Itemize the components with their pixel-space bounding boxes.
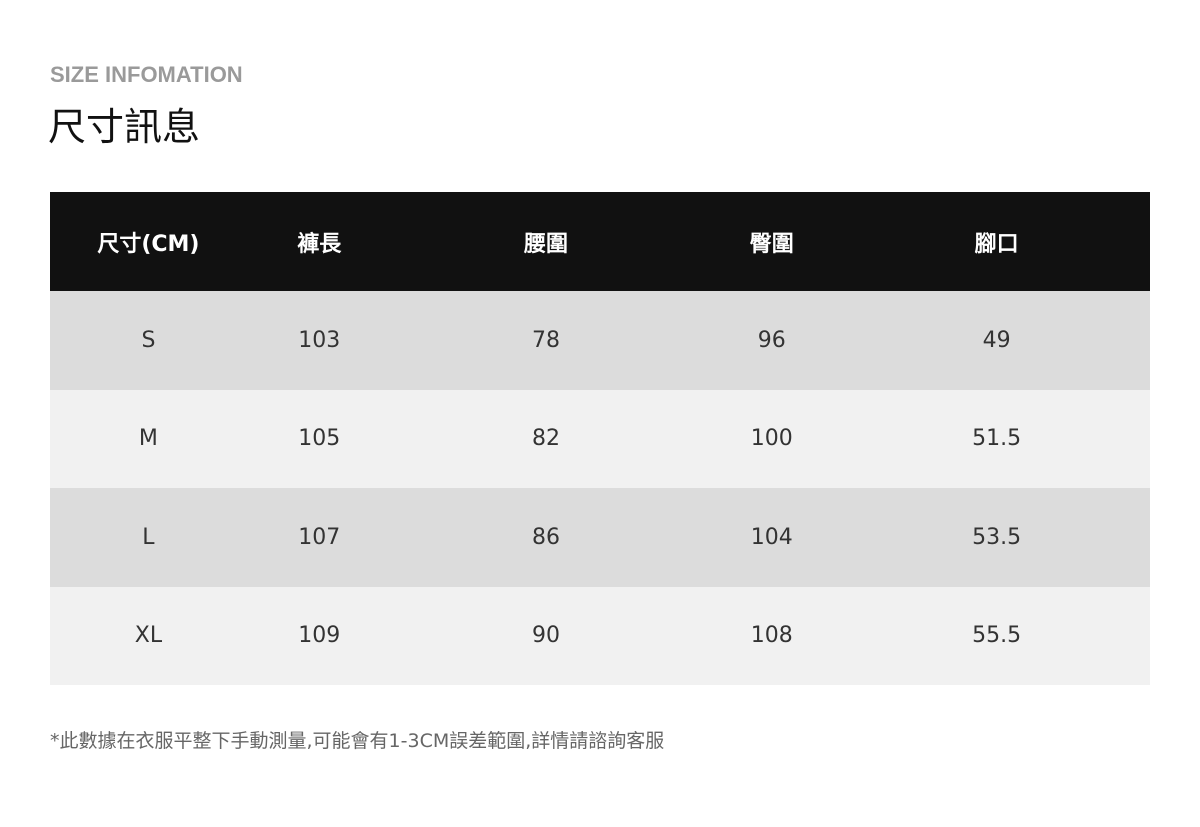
header-hem: 腳口 — [974, 231, 1019, 257]
table-row: XL 109 90 108 55.5 — [50, 586, 1150, 685]
cell-waist: 90 — [531, 623, 560, 649]
cell-hem: 53.5 — [972, 524, 1022, 550]
header-length: 褲長 — [297, 231, 342, 257]
cell-waist: 78 — [531, 327, 560, 353]
cell-size: S — [141, 327, 156, 353]
cell-waist: 82 — [531, 426, 560, 452]
cell-hip: 96 — [757, 327, 786, 353]
header-waist: 腰圍 — [523, 231, 568, 257]
cell-hem: 55.5 — [972, 623, 1022, 649]
cell-size: L — [142, 524, 155, 550]
section-subtitle: SIZE INFOMATION — [50, 62, 243, 87]
header-hip: 臀圍 — [749, 231, 794, 257]
cell-waist: 86 — [531, 524, 560, 550]
cell-size: XL — [134, 623, 163, 649]
cell-length: 105 — [298, 426, 341, 452]
size-table: 尺寸(CM) 褲長 腰圍 臀圍 腳口 S 103 78 96 49 M 105 … — [50, 192, 1150, 685]
cell-length: 109 — [298, 623, 341, 649]
table-row: L 107 86 104 53.5 — [50, 488, 1150, 587]
table-header-row: 尺寸(CM) 褲長 腰圍 臀圍 腳口 — [50, 192, 1150, 291]
measurement-note: *此數據在衣服平整下手動測量,可能會有1-3CM誤差範圍,詳情請諮詢客服 — [50, 730, 665, 752]
cell-length: 103 — [298, 327, 341, 353]
cell-hip: 104 — [750, 524, 793, 550]
cell-hip: 100 — [750, 426, 793, 452]
cell-hip: 108 — [750, 623, 793, 649]
cell-length: 107 — [298, 524, 341, 550]
table-row: M 105 82 100 51.5 — [50, 389, 1150, 488]
cell-hem: 51.5 — [972, 426, 1022, 452]
table-row: S 103 78 96 49 — [50, 291, 1150, 390]
section-title: 尺寸訊息 — [48, 105, 201, 149]
header-size: 尺寸(CM) — [97, 231, 200, 257]
cell-size: M — [138, 426, 158, 452]
cell-hem: 49 — [982, 327, 1011, 353]
